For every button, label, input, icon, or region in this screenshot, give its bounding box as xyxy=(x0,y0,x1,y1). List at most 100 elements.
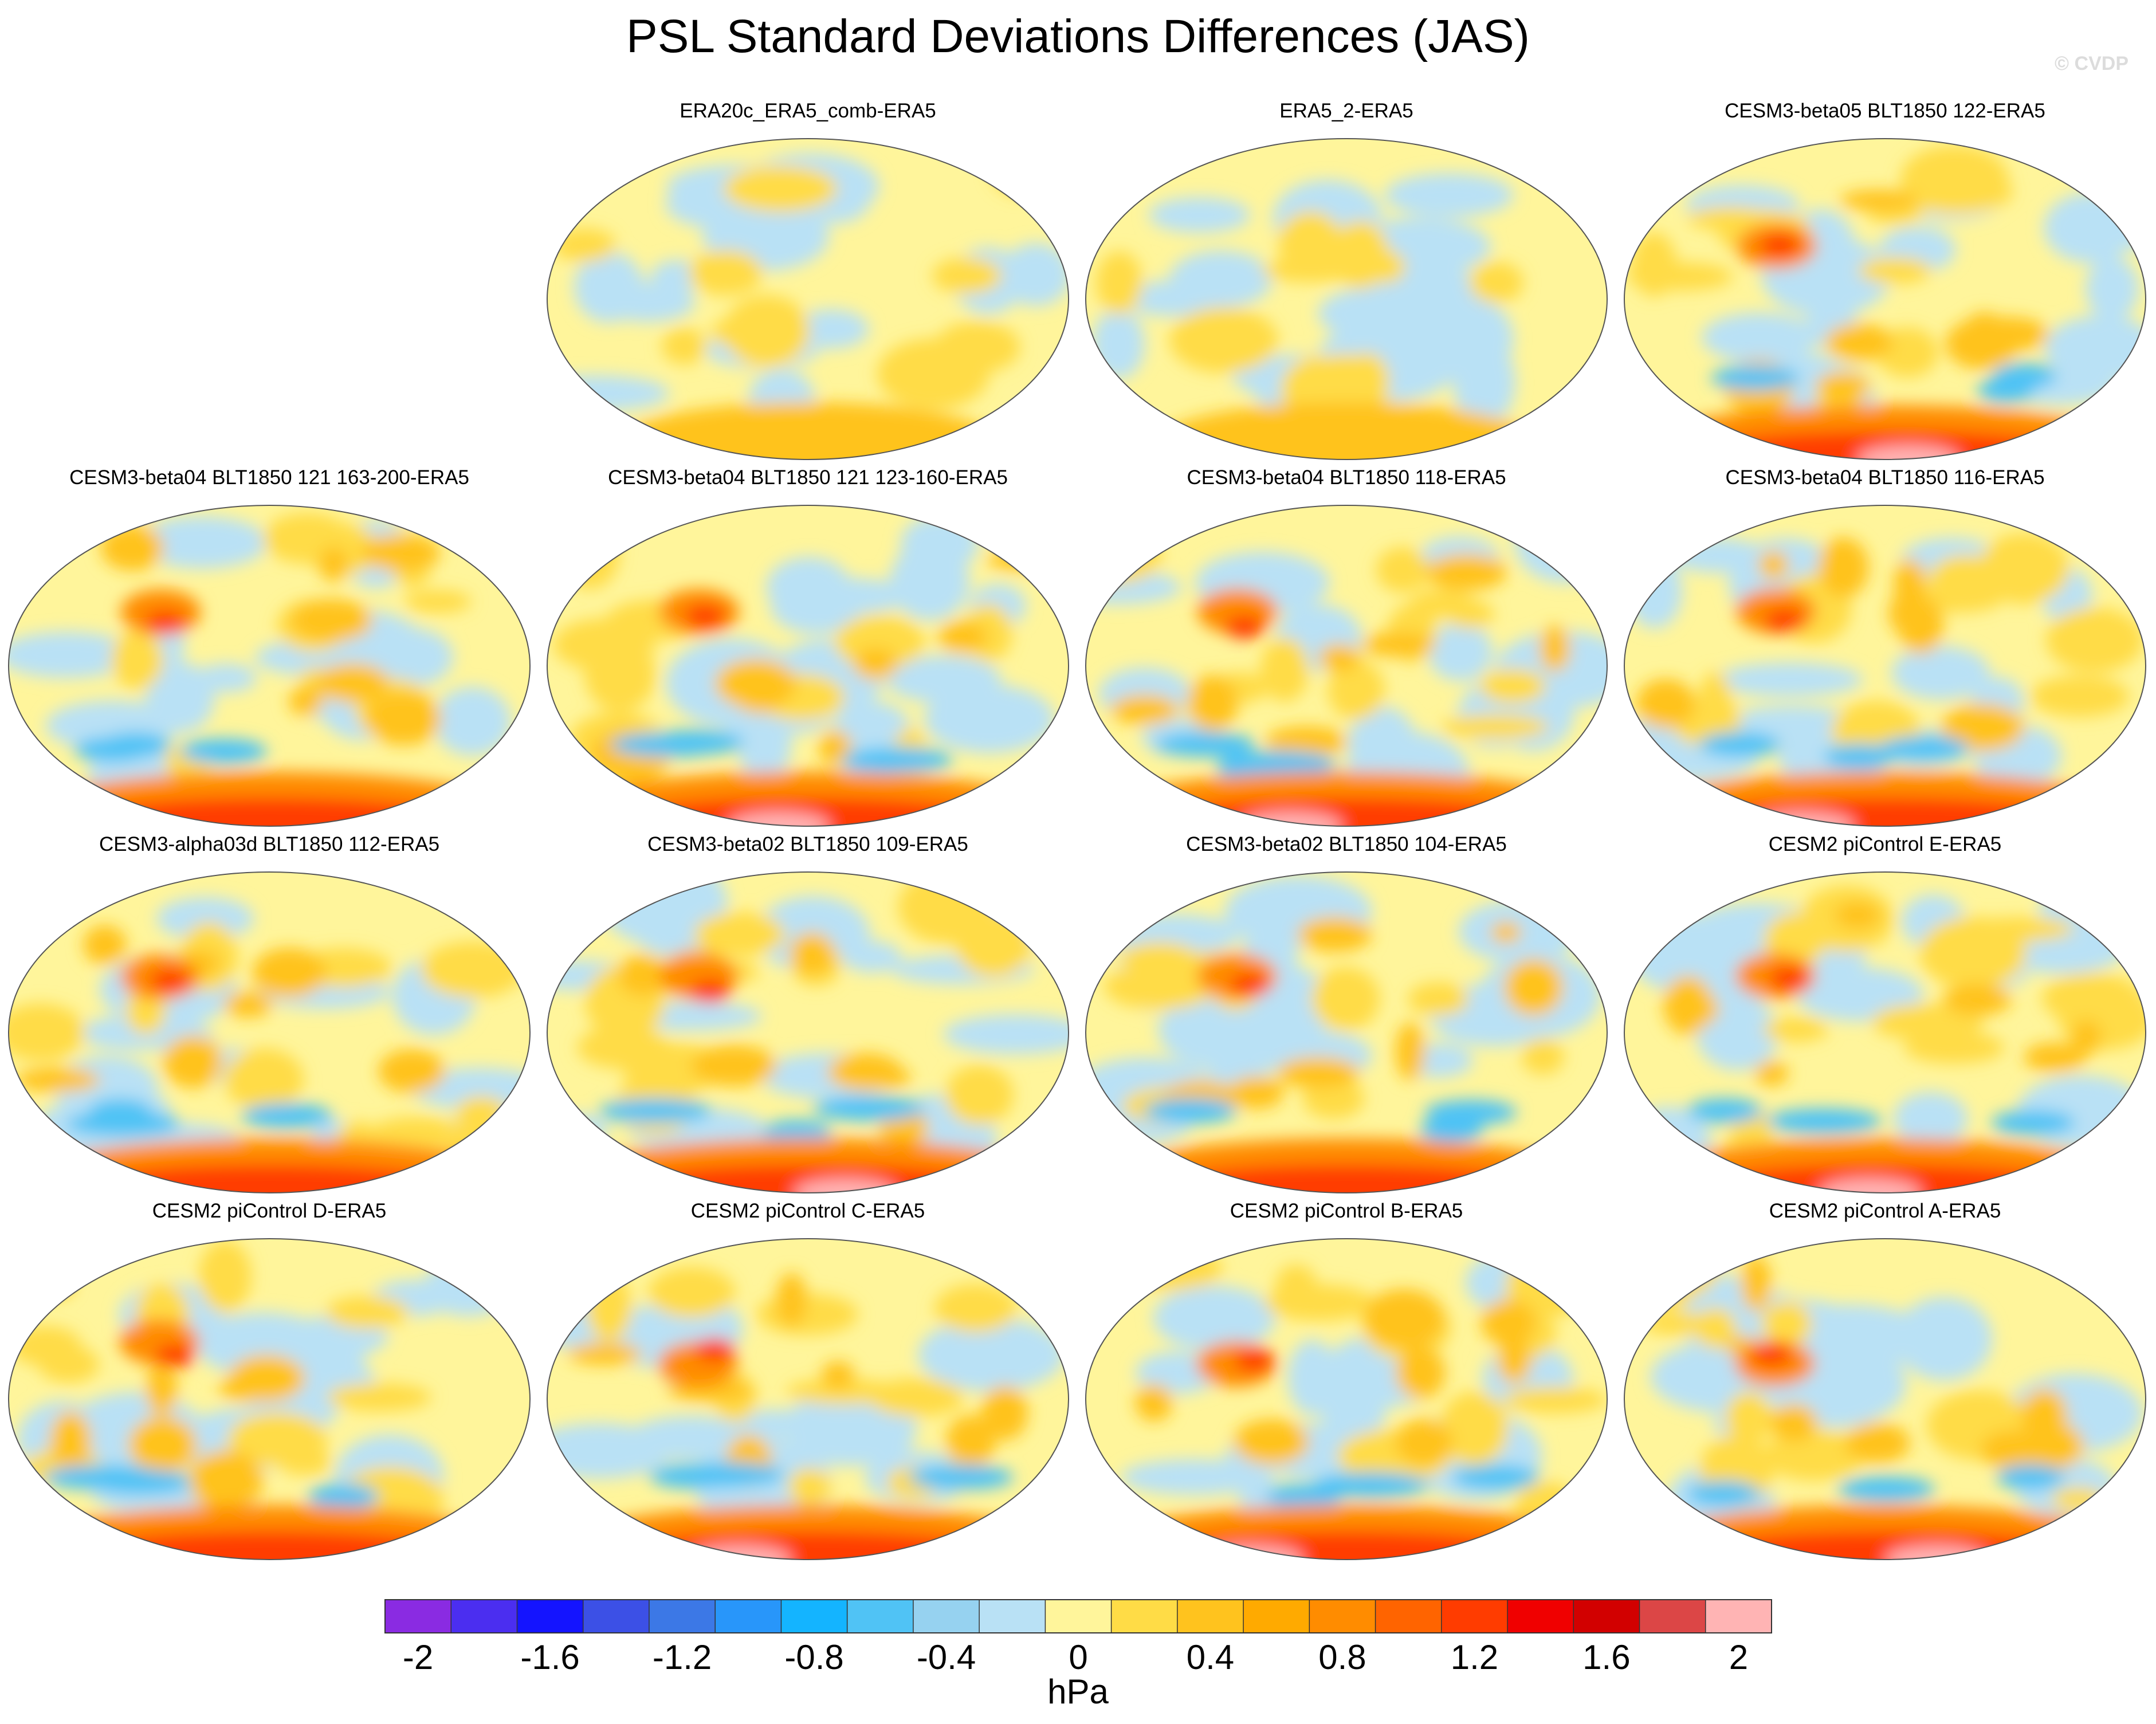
positive-region xyxy=(1103,963,1216,1010)
positive-region xyxy=(277,1448,332,1475)
southern-ocean-minimum xyxy=(1687,1098,1762,1124)
colorbar-swatch xyxy=(913,1600,980,1633)
map-panel xyxy=(1624,138,2146,460)
positive-region xyxy=(1761,1301,1812,1347)
colorbar-tick-label: 2 xyxy=(1729,1638,1749,1676)
colorbar-swatch xyxy=(1573,1600,1640,1633)
positive-region xyxy=(49,1411,92,1471)
positive-region xyxy=(288,687,324,716)
southern-ocean-minimum xyxy=(1879,736,1970,761)
positive-region xyxy=(316,663,390,703)
southern-ocean-minimum xyxy=(813,1095,925,1121)
positive-region xyxy=(1122,1247,1223,1291)
negative-region xyxy=(2044,315,2146,383)
southern-ocean-minimum xyxy=(599,1098,712,1124)
colorbar-swatch xyxy=(715,1600,781,1633)
positive-region xyxy=(2021,1388,2068,1442)
positive-region xyxy=(1871,1003,1984,1041)
positive-region xyxy=(788,1468,832,1505)
north-pacific-core xyxy=(145,611,186,634)
panel-title: CESM2 piControl B-ERA5 xyxy=(1230,1200,1463,1222)
positive-region xyxy=(2045,607,2143,673)
north-pacific-core xyxy=(1224,615,1265,639)
colorbar-swatch xyxy=(781,1600,848,1633)
map-panel xyxy=(8,505,531,827)
antarctic-band-core xyxy=(602,1531,1014,1560)
map-outline xyxy=(8,505,531,827)
positive-region xyxy=(146,1364,178,1416)
negative-region xyxy=(1452,339,1516,426)
positive-region xyxy=(1366,250,1405,283)
panel-title: ERA5_2-ERA5 xyxy=(1279,100,1413,122)
positive-region xyxy=(163,1035,223,1089)
negative-region xyxy=(1091,309,1145,379)
positive-region xyxy=(694,912,786,957)
southern-ocean-minimum xyxy=(649,1463,744,1489)
colorbar-swatch xyxy=(385,1600,451,1633)
panel-title: CESM2 piControl A-ERA5 xyxy=(1769,1200,2001,1222)
map-outline xyxy=(1085,1238,1608,1560)
negative-region xyxy=(812,1413,914,1464)
positive-region xyxy=(1817,537,1869,598)
map-panel xyxy=(1085,138,1608,460)
colorbar-swatch xyxy=(1639,1600,1706,1633)
positive-region xyxy=(1262,257,1360,282)
positive-region xyxy=(1636,678,1695,729)
map-outline xyxy=(547,138,1069,460)
colorbar-swatch xyxy=(517,1600,584,1633)
positive-region xyxy=(1110,694,1179,725)
panel-title: CESM3-beta04 BLT1850 121 123-160-ERA5 xyxy=(608,466,1008,489)
antarctic-extreme xyxy=(1856,445,1960,460)
positive-region xyxy=(1825,323,1894,362)
colorbar-tick-label: -1.2 xyxy=(652,1638,712,1676)
panel-title: CESM3-beta04 BLT1850 121 163-200-ERA5 xyxy=(69,466,469,489)
panel-title: CESM3-alpha03d BLT1850 112-ERA5 xyxy=(99,833,440,855)
antarctic-extreme xyxy=(726,812,830,826)
positive-region xyxy=(1521,1038,1564,1075)
positive-region xyxy=(2030,676,2130,717)
positive-region xyxy=(1943,983,2012,1016)
positive-region xyxy=(111,630,164,690)
positive-region xyxy=(9,1003,85,1062)
southern-ocean-minimum xyxy=(1824,744,1895,769)
map-panel xyxy=(1624,871,2146,1193)
positive-region xyxy=(981,1385,1028,1440)
antarctic-band-core xyxy=(1679,1531,2091,1560)
southern-ocean-minimum xyxy=(74,737,152,763)
negative-region xyxy=(1384,172,1514,218)
positive-region xyxy=(198,1240,252,1313)
panel-title: ERA20c_ERA5_comb-ERA5 xyxy=(680,100,936,122)
negative-region xyxy=(1086,1254,1149,1296)
positive-region xyxy=(83,925,127,965)
colorbar-swatch xyxy=(583,1600,650,1633)
positive-region xyxy=(1959,917,2074,942)
colorbar-swatch xyxy=(1111,1600,1178,1633)
positive-region xyxy=(1899,169,2013,214)
positive-region xyxy=(868,1378,964,1417)
colorbar-swatch xyxy=(1441,1600,1508,1633)
positive-region xyxy=(1302,1078,1365,1119)
positive-region xyxy=(1762,1017,1829,1042)
southern-ocean-minimum xyxy=(1991,1110,2075,1136)
positive-region xyxy=(932,257,1002,294)
colorbar-swatch xyxy=(1705,1600,1772,1633)
positive-region xyxy=(934,321,1020,373)
antarctic-extreme xyxy=(1818,1179,1922,1193)
negative-region xyxy=(433,686,511,756)
positive-region xyxy=(618,954,669,996)
positive-region xyxy=(688,250,763,296)
positive-region xyxy=(776,1273,807,1328)
negative-region xyxy=(843,941,902,973)
north-pacific-core xyxy=(155,1344,195,1368)
southern-ocean-minimum xyxy=(1154,732,1256,757)
positive-region xyxy=(1770,1403,1818,1442)
north-pacific-core xyxy=(689,980,730,1003)
positive-region xyxy=(1815,371,1871,402)
southern-ocean-minimum xyxy=(646,729,744,755)
positive-region xyxy=(1228,1076,1284,1109)
panel-title: CESM3-beta02 BLT1850 109-ERA5 xyxy=(647,833,968,855)
map-panel xyxy=(547,505,1069,827)
positive-region xyxy=(378,1049,445,1093)
colorbar-tick-label: 0.8 xyxy=(1318,1638,1366,1676)
positive-region xyxy=(100,524,164,571)
